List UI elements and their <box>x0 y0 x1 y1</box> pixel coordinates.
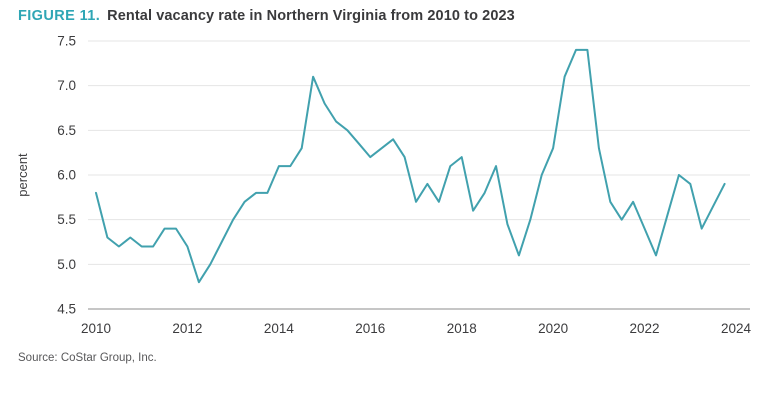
x-tick-label: 2024 <box>721 321 752 336</box>
figure-label: FIGURE 11. <box>18 8 101 24</box>
y-tick-label: 5.0 <box>57 257 76 272</box>
figure-title: FIGURE 11. Rental vacancy rate in Norther… <box>18 8 515 24</box>
chart-title: Rental vacancy rate in Northern Virginia… <box>107 8 515 24</box>
y-axis-label: percent <box>15 153 30 197</box>
x-tick-label: 2012 <box>172 321 202 336</box>
y-tick-label: 6.0 <box>57 168 76 183</box>
y-tick-label: 4.5 <box>57 302 76 317</box>
y-tick-label: 7.5 <box>57 34 76 49</box>
x-tick-label: 2018 <box>447 321 477 336</box>
x-tick-label: 2016 <box>355 321 385 336</box>
y-tick-label: 7.0 <box>57 78 76 93</box>
source-note: Source: CoStar Group, Inc. <box>18 352 157 364</box>
y-tick-label: 5.5 <box>57 212 76 227</box>
y-tick-label: 6.5 <box>57 123 76 138</box>
x-tick-label: 2010 <box>81 321 111 336</box>
vacancy-rate-line <box>95 48 726 284</box>
x-tick-label: 2022 <box>630 321 660 336</box>
x-tick-label: 2014 <box>264 321 295 336</box>
x-tick-label: 2020 <box>538 321 568 336</box>
